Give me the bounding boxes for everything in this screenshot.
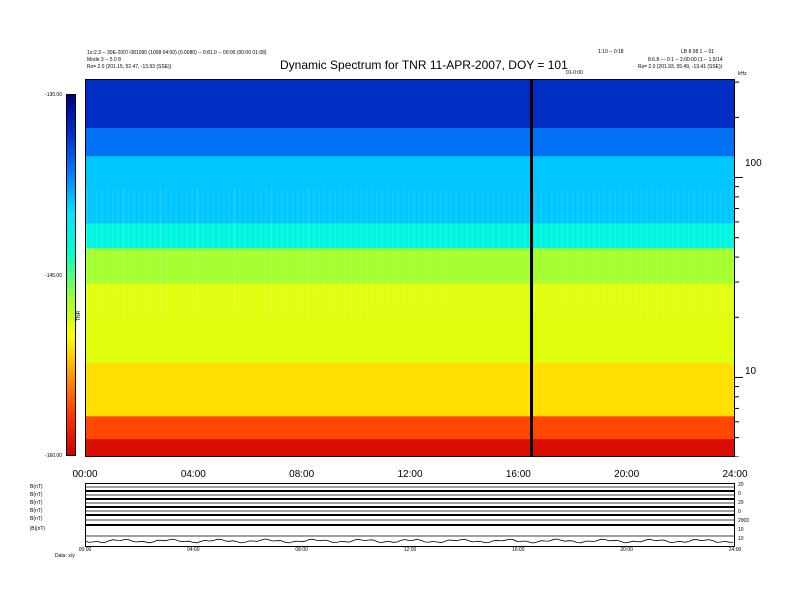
spectrum-band-5 [86, 222, 734, 249]
panel-svg [84, 483, 735, 547]
panel-right-label: 20 [738, 500, 744, 506]
x-tick-label: 00:00 [72, 469, 98, 480]
panel-row-label: B(nT) [30, 500, 43, 506]
spectrum-plot [85, 79, 735, 457]
panel-x-tick-label: 08:00 [295, 547, 308, 553]
y-tick-10: 10 [745, 366, 757, 377]
panel-row-label: B(nT) [30, 516, 43, 522]
panel-right-label: 0 [738, 491, 741, 497]
panel-row-label: B(nT) [30, 484, 43, 490]
panel-right-label: 0 [738, 509, 741, 515]
colorbar [66, 94, 76, 456]
y-tick-100: 100 [745, 158, 762, 169]
colorbar-mid-label: -145.00 [45, 273, 62, 279]
header-right-info-5: Rs= 2.0 (201.93, 55.49, -13.41 (SSE)) [638, 64, 723, 70]
x-tick-label: 12:00 [397, 469, 423, 480]
x-tick-label: 20:00 [614, 469, 640, 480]
magnetometer-panels [84, 483, 735, 547]
panel-right-label: 10 [738, 536, 744, 542]
header-right-info-2: 01-0:00 [566, 70, 583, 76]
panel-footer-label: Data: x/y [55, 553, 75, 559]
chart-title: Dynamic Spectrum for TNR 11-APR-2007, DO… [280, 58, 568, 72]
panel-right-label: 10 [738, 527, 744, 533]
spectrum-svg [86, 80, 734, 456]
spectrum-band-3 [86, 283, 734, 364]
panel-x-tick-label: 12:00 [403, 547, 417, 553]
colorbar-top-label: -130.00 [45, 92, 62, 98]
header-info-line-2: Mode 3 -- 5.0 8 [87, 57, 121, 63]
header-info-line-3: Rs= 2.0 (201.15, 52.47, -13.93 (SSE)) [87, 64, 172, 70]
spectrum-band-0 [86, 438, 734, 456]
x-tick-label: 04:00 [180, 469, 206, 480]
spectrum-band-2 [86, 362, 734, 417]
panel-x-tick-label: 04:00 [187, 547, 200, 553]
panel-x-tick-label: 24:00 [728, 547, 742, 553]
colorbar-bottom-label: -160.00 [45, 453, 62, 459]
colorbar-gradient [67, 95, 75, 455]
y-axis-unit: kHz [738, 71, 747, 77]
panel-x-tick-label: 16:00 [512, 547, 525, 553]
spectrum-band-1 [86, 415, 734, 440]
panel-x-tick-label: 00:00 [78, 547, 92, 553]
x-tick-label: 24:00 [722, 469, 748, 480]
header-right-info-3: LB 8 08 1 -- 01 [681, 49, 715, 55]
panel-right-label: 20 [738, 482, 744, 488]
panel-row-label: B(nT) [30, 508, 43, 514]
panel-right-label: 2000 [738, 518, 750, 524]
spectrum-band-6 [86, 155, 734, 224]
panel-b-magnitude-trace [84, 538, 734, 544]
y-axis-ticks [735, 81, 743, 457]
header-right-info-4: 8.6.8 --- 0:1 -- 2:00:00 (1 -- 1.5/14 [648, 57, 723, 63]
header-right-info-1: 1:10 -- 0:18 [598, 49, 624, 55]
x-tick-label: 08:00 [289, 469, 315, 480]
colorbar-axis-label: TNR [76, 310, 82, 321]
header-info-line-1: 1o:2.3 -- 30E-2007-081090 (1008 04:00) (… [87, 50, 267, 56]
x-tick-label: 16:00 [505, 469, 531, 480]
panel-row-label: B(nT) [30, 492, 43, 498]
spectrum-band-4 [86, 247, 734, 284]
panel-x-tick-label: 20:00 [620, 547, 633, 553]
panel-row-label: |B|(nT) [30, 526, 46, 532]
spectrum-band-7 [86, 127, 734, 157]
spectrum-band-8 [86, 80, 734, 128]
